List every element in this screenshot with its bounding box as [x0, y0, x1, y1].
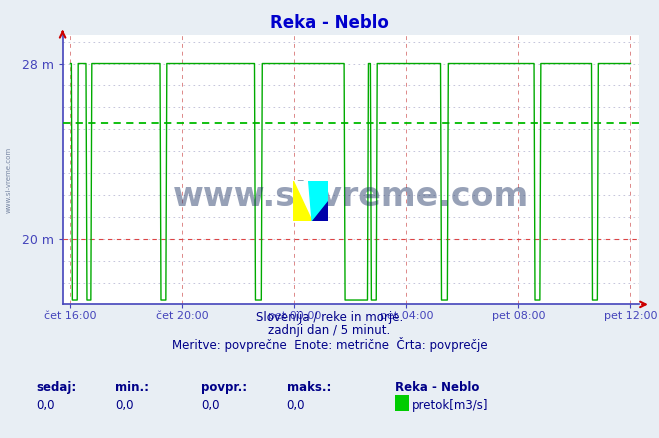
Polygon shape [308, 181, 328, 221]
Text: 0,0: 0,0 [36, 399, 55, 413]
Text: Reka - Neblo: Reka - Neblo [270, 14, 389, 32]
Polygon shape [293, 181, 312, 221]
Text: 0,0: 0,0 [201, 399, 219, 413]
Polygon shape [312, 201, 328, 221]
Text: Meritve: povprečne  Enote: metrične  Črta: povprečje: Meritve: povprečne Enote: metrične Črta:… [172, 337, 487, 352]
Text: zadnji dan / 5 minut.: zadnji dan / 5 minut. [268, 324, 391, 337]
Text: Slovenija / reke in morje.: Slovenija / reke in morje. [256, 311, 403, 324]
Text: www.si-vreme.com: www.si-vreme.com [5, 147, 11, 212]
Text: pretok[m3/s]: pretok[m3/s] [412, 399, 488, 412]
Text: 0,0: 0,0 [115, 399, 134, 413]
Text: sedaj:: sedaj: [36, 381, 76, 394]
Text: min.:: min.: [115, 381, 150, 394]
Text: maks.:: maks.: [287, 381, 331, 394]
Text: 0,0: 0,0 [287, 399, 305, 413]
Text: www.si-vreme.com: www.si-vreme.com [173, 180, 529, 213]
Text: Reka - Neblo: Reka - Neblo [395, 381, 480, 394]
Text: povpr.:: povpr.: [201, 381, 247, 394]
